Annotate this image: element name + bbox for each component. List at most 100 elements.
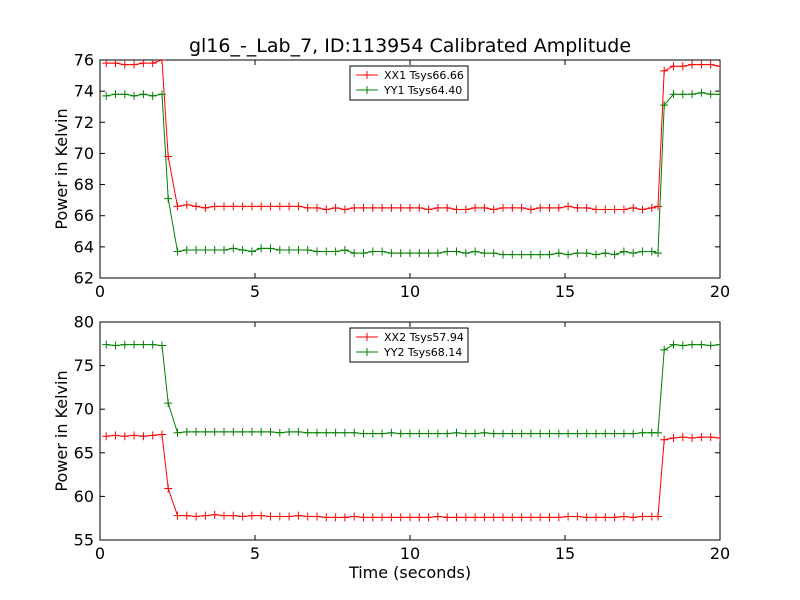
data-point <box>275 245 284 254</box>
data-point <box>275 202 284 211</box>
data-point <box>201 427 210 436</box>
data-point <box>508 513 517 522</box>
data-point <box>526 429 535 438</box>
data-point <box>313 512 321 521</box>
data-point <box>688 90 697 99</box>
data-point <box>443 429 452 438</box>
data-point <box>433 429 442 438</box>
data-point <box>564 512 573 521</box>
data-point <box>536 250 545 259</box>
data-point <box>536 203 545 212</box>
data-point <box>111 60 120 68</box>
data-point <box>387 249 396 258</box>
data-point <box>582 513 591 522</box>
data-point <box>257 511 266 520</box>
data-point <box>706 341 715 350</box>
y-tick-label: 60 <box>74 487 94 506</box>
data-point <box>313 203 321 212</box>
y-tick-label: 80 <box>74 313 94 332</box>
data-point <box>238 245 247 254</box>
data-point <box>247 202 256 211</box>
data-point <box>396 429 405 438</box>
data-point <box>619 512 628 521</box>
data-point <box>266 202 275 211</box>
data-point <box>378 247 387 256</box>
data-point <box>480 428 489 437</box>
data-point <box>130 340 139 349</box>
data-point <box>220 202 228 211</box>
data-point <box>387 203 396 212</box>
x-tick-label: 0 <box>95 544 105 563</box>
data-point <box>619 205 628 214</box>
data-point <box>378 429 387 438</box>
data-point <box>489 205 498 214</box>
data-point <box>331 513 340 522</box>
data-point <box>629 429 638 438</box>
data-point <box>660 435 669 444</box>
data-point <box>139 432 148 441</box>
data-point <box>592 429 600 438</box>
series-1 <box>102 430 720 522</box>
data-point <box>660 101 669 110</box>
data-point <box>443 203 452 212</box>
y-tick-label: 65 <box>74 443 94 462</box>
data-point <box>706 433 715 442</box>
legend: XX2 Tsys57.94 YY2 Tsys68.14 <box>349 327 469 363</box>
data-point <box>192 427 201 436</box>
data-point <box>313 247 321 256</box>
data-point <box>526 205 535 214</box>
data-point <box>545 250 554 259</box>
data-point <box>601 513 610 522</box>
data-point <box>182 200 191 209</box>
data-point <box>654 512 662 521</box>
data-point <box>629 203 638 212</box>
data-point <box>471 247 480 256</box>
data-point <box>182 511 191 520</box>
data-point <box>294 511 303 520</box>
legend-swatch-marker <box>363 71 371 79</box>
data-point <box>130 60 139 69</box>
data-point <box>554 429 563 438</box>
data-point <box>716 340 720 349</box>
data-point <box>545 513 554 522</box>
data-point <box>257 244 266 253</box>
data-point <box>638 205 647 214</box>
data-point <box>238 427 247 436</box>
data-point <box>164 399 173 408</box>
data-point <box>517 250 526 259</box>
data-point <box>130 91 139 100</box>
data-point <box>610 205 619 214</box>
legend-frame <box>349 65 469 101</box>
data-point <box>443 247 452 256</box>
data-point <box>545 429 554 438</box>
data-point <box>669 340 678 349</box>
data-point <box>247 247 256 256</box>
x-tick-label: 10 <box>400 282 420 301</box>
y-tick-label: 62 <box>74 269 94 288</box>
data-point <box>229 202 238 211</box>
data-point <box>489 513 498 522</box>
data-point <box>654 428 662 437</box>
data-point <box>303 203 312 212</box>
data-point <box>210 427 219 436</box>
series-2 <box>102 340 720 438</box>
data-point <box>148 340 157 349</box>
data-point <box>340 205 349 214</box>
data-point <box>201 511 210 520</box>
data-point <box>396 203 405 212</box>
data-point <box>102 60 111 68</box>
data-point <box>406 249 414 258</box>
legend-label: XX2 Tsys57.94 <box>384 331 464 344</box>
data-point <box>424 249 433 258</box>
legend-swatch-marker <box>363 333 371 341</box>
data-point <box>120 340 129 349</box>
data-point <box>678 341 687 350</box>
data-point <box>517 429 526 438</box>
data-point <box>582 429 591 438</box>
data-point <box>294 427 303 436</box>
data-point <box>322 428 331 437</box>
data-point <box>678 62 687 71</box>
data-point <box>452 205 461 214</box>
data-point <box>148 431 157 440</box>
